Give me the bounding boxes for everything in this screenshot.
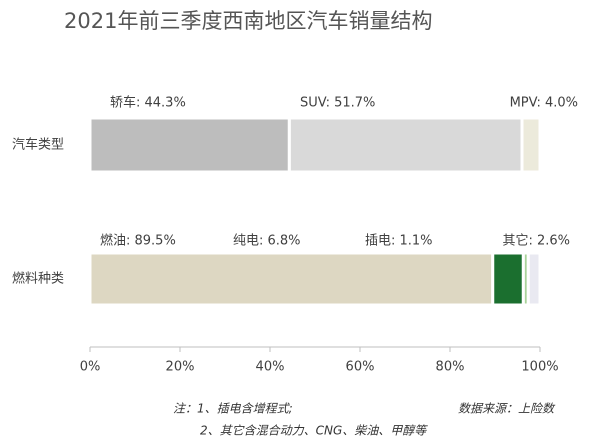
x-tick-label: 100% (521, 360, 558, 375)
x-tick-label: 60% (346, 360, 375, 375)
bar-segment (520, 116, 542, 174)
note: 注：1、插电含增程式; (173, 402, 293, 416)
x-tick-label: 20% (166, 360, 195, 375)
category-label: 汽车类型 (12, 137, 64, 153)
bar-segment (287, 116, 524, 174)
segment-label: 其它: 2.6% (502, 233, 570, 249)
segment-label: 纯电: 6.8% (233, 234, 301, 249)
chart-title: 2021年前三季度西南地区汽车销量结构 (64, 9, 432, 33)
segment-label: 燃油: 89.5% (100, 233, 176, 249)
x-tick-label: 0% (80, 360, 101, 375)
bar-segment (88, 251, 495, 307)
x-tick-label: 80% (436, 360, 465, 375)
x-tick-label: 40% (256, 360, 285, 375)
segment-label: MPV: 4.0% (510, 96, 578, 111)
segment-label: SUV: 51.7% (300, 96, 375, 111)
source: 数据来源：上险数 (458, 402, 556, 416)
bar-segment (526, 251, 542, 307)
note: 2、其它含混合动力、CNG、柴油、甲醇等 (200, 424, 428, 438)
category-label: 燃料种类 (12, 271, 64, 287)
bar-segment (491, 251, 525, 307)
bar-segment (88, 116, 291, 174)
segment-label: 插电: 1.1% (365, 234, 433, 249)
segment-label: 轿车: 44.3% (110, 95, 186, 111)
